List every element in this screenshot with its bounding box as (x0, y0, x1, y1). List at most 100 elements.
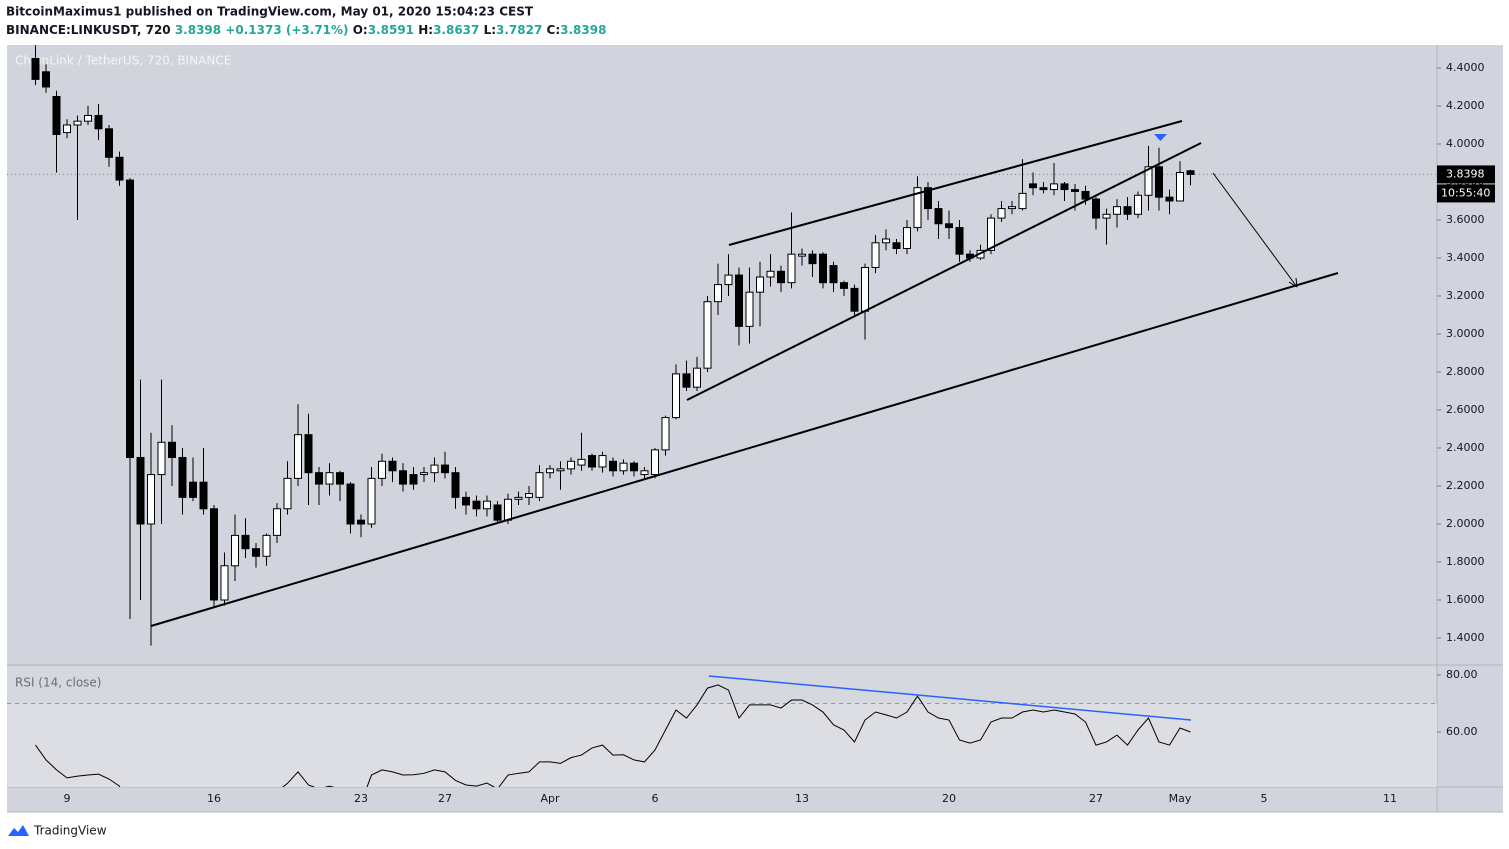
candle-body (63, 124, 71, 134)
candle-body (378, 460, 386, 479)
candle-body (861, 266, 869, 312)
candle-body (735, 274, 743, 327)
candle-body (808, 253, 817, 265)
candle-body (882, 238, 890, 244)
close-value: 3.8398 (560, 23, 606, 37)
support-line (150, 272, 1339, 627)
candle-body (409, 474, 418, 485)
candle-body (934, 208, 943, 225)
candle-body (42, 71, 50, 88)
candle-body (147, 474, 155, 525)
brand-name: TradingView (33, 824, 107, 838)
candle-body (399, 470, 407, 485)
candle-body (703, 301, 712, 369)
y-tick-label: 2.6000 (1446, 403, 1485, 416)
candle-body (1081, 190, 1090, 200)
candle-body (462, 496, 470, 506)
candle-body (199, 481, 208, 510)
candle-body (787, 253, 796, 284)
candle-body (504, 498, 512, 521)
candle-body (273, 508, 281, 536)
rsi-band (7, 703, 1437, 787)
candle-body (640, 470, 649, 476)
candle-body (829, 265, 838, 284)
candle-body (1144, 166, 1153, 196)
rsi-line (35, 684, 1191, 787)
low-value: 3.7827 (496, 23, 542, 37)
candle-body (294, 434, 302, 479)
change: +0.1373 (+3.71%) (225, 23, 348, 37)
candle-body (798, 253, 806, 257)
candle-body (1102, 213, 1111, 219)
candle-body (220, 565, 229, 601)
x-tick-label: 27 (438, 792, 452, 805)
candle-body (546, 468, 554, 474)
candle-body (472, 500, 481, 510)
drawings (150, 120, 1339, 721)
candle-body (367, 477, 376, 525)
candle-body (577, 458, 586, 466)
candle-body (157, 441, 166, 476)
candle-body (588, 455, 596, 468)
candle-body (682, 373, 691, 388)
last-price: 3.8398 (175, 23, 221, 37)
candle-body (189, 481, 197, 498)
y-tick-label: 2.4000 (1446, 441, 1485, 454)
candle-body (1092, 198, 1100, 219)
candle-body (661, 417, 670, 451)
candle-body (567, 460, 575, 470)
candle-body (525, 493, 533, 498)
y-tick-label: 3.6000 (1446, 213, 1485, 226)
candle-body (1071, 189, 1079, 192)
candle-body (115, 156, 124, 181)
countdown-label: 10:55:40 (1441, 186, 1490, 199)
candle-body (924, 187, 932, 210)
candle-body (945, 223, 953, 229)
candle-body (1050, 183, 1058, 191)
x-tick-label: 16 (207, 792, 221, 805)
candle-body (178, 456, 187, 498)
candle-body (252, 548, 260, 557)
candle-body (777, 270, 785, 284)
brand-logo (8, 825, 29, 836)
high-label: H: (418, 23, 433, 37)
y-tick-label: 1.6000 (1446, 593, 1485, 606)
candle-body (105, 128, 113, 158)
wedge-upper (728, 120, 1183, 246)
candle-body (556, 468, 565, 472)
high-value: 3.8637 (433, 23, 479, 37)
y-tick-label: 3.2000 (1446, 289, 1485, 302)
y-tick-label: 4.0000 (1446, 137, 1485, 150)
last-price-label: 3.8398 (1446, 167, 1485, 180)
candle-body (241, 534, 250, 550)
candle-body (126, 179, 134, 458)
symbol-line: BINANCE:LINKUSDT, 720 3.8398 +0.1373 (+3… (6, 23, 606, 37)
x-tick-label: 23 (354, 792, 368, 805)
countdown-tag (1437, 184, 1495, 203)
y-tick-label: 4.2000 (1446, 99, 1485, 112)
price-pane (7, 45, 1437, 646)
candle-body (1060, 183, 1069, 191)
rsi-title: RSI (14, close) (15, 676, 101, 690)
candle-body (651, 449, 659, 476)
last-price-tag (1437, 165, 1495, 184)
candle-body (693, 367, 701, 388)
candle-body (745, 291, 754, 327)
candle-body (1186, 170, 1195, 175)
signal-triangle (1154, 134, 1167, 141)
x-tick-label: 20 (942, 792, 956, 805)
candle-body (336, 472, 344, 485)
candle-body (52, 95, 61, 135)
candle-body (1029, 183, 1037, 189)
candle-body (756, 276, 764, 293)
candle-body (714, 284, 722, 303)
candle-body (84, 114, 92, 122)
candle-body (1176, 171, 1184, 202)
y-tick-label: 1.4000 (1446, 631, 1485, 644)
candle-body (1123, 206, 1132, 215)
candle-body (262, 534, 271, 557)
y-tick-label: 3.4000 (1446, 251, 1485, 264)
candle-body (1134, 194, 1142, 215)
candle-body (315, 472, 323, 485)
